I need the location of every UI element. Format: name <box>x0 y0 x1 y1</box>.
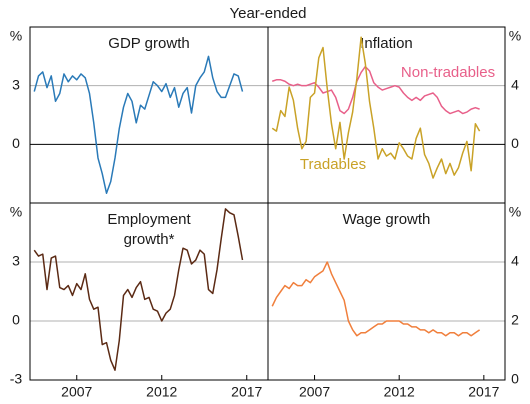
x-tick-label: 2007 <box>299 384 330 400</box>
x-tick-label: 2017 <box>231 384 262 400</box>
series-line <box>271 36 481 179</box>
series-line <box>33 208 244 371</box>
x-tick-label: 2017 <box>468 384 499 400</box>
y-tick-label: 0 <box>511 135 519 151</box>
panel-title: Inflation <box>360 35 413 52</box>
y-unit: % <box>509 28 521 44</box>
x-tick-label: 2012 <box>384 384 415 400</box>
y-unit: % <box>10 204 22 220</box>
y-tick-label: 0 <box>12 312 20 328</box>
y-tick-label: 4 <box>511 253 519 269</box>
y-unit: % <box>10 28 22 44</box>
y-tick-label: 0 <box>12 135 20 151</box>
y-tick-label: 2 <box>511 312 519 328</box>
panel-title: growth* <box>124 231 175 248</box>
series-label: Tradables <box>300 156 366 173</box>
series-line <box>271 261 481 337</box>
y-tick-label: 4 <box>511 76 519 92</box>
series-line <box>33 55 244 194</box>
panel-title: Employment <box>107 211 191 228</box>
x-tick-label: 2012 <box>146 384 177 400</box>
panel-title: GDP growth <box>108 35 189 52</box>
y-tick-label: 3 <box>12 76 20 92</box>
series-line <box>271 65 480 115</box>
y-tick-label: 0 <box>511 371 519 387</box>
x-tick-label: 2007 <box>61 384 92 400</box>
panel-title: Wage growth <box>343 211 431 228</box>
y-tick-label: 3 <box>12 253 20 269</box>
figure-title: Year-ended <box>229 5 306 22</box>
y-unit: % <box>509 204 521 220</box>
series-label: Non-tradables <box>401 64 495 81</box>
y-tick-label: -3 <box>10 371 23 387</box>
